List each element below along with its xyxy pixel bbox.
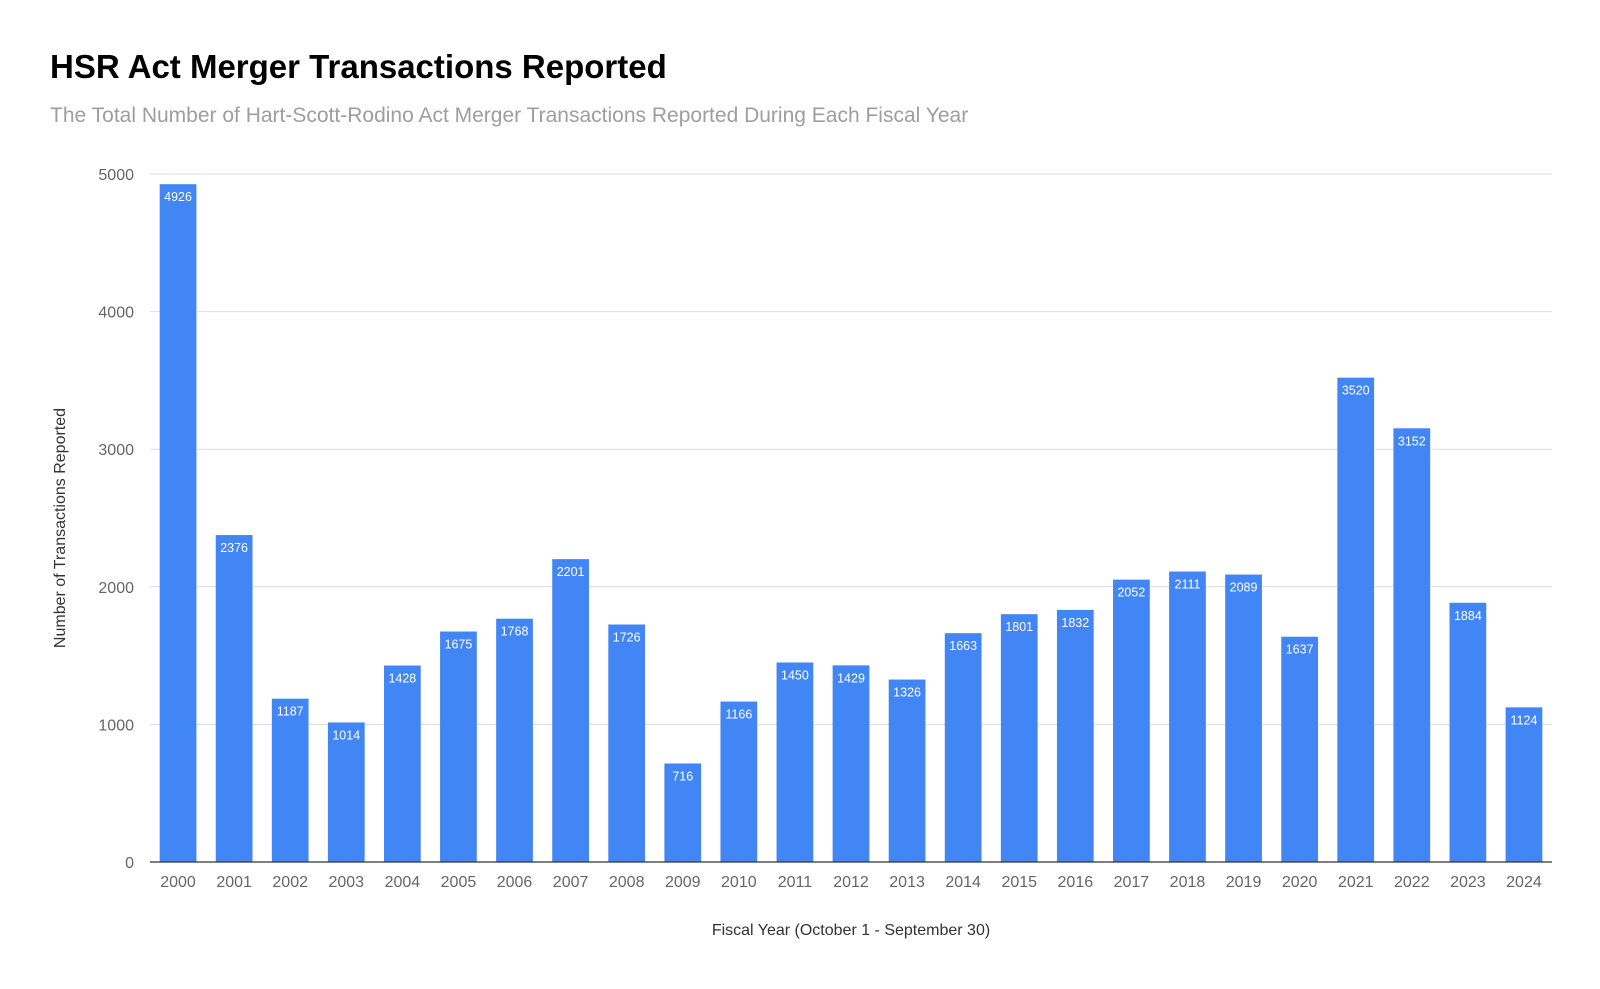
bar-2004 [383, 665, 421, 862]
bar-2010 [720, 701, 758, 862]
bar-2002 [271, 698, 309, 862]
y-tick-label: 2000 [98, 580, 134, 597]
bar-2023 [1449, 602, 1487, 862]
bar-2018 [1169, 571, 1206, 862]
x-tick-label: 2018 [1170, 874, 1206, 891]
data-label-2005: 1675 [445, 638, 473, 652]
x-tick-label: 2016 [1058, 874, 1094, 891]
data-label-2014: 1663 [949, 639, 977, 653]
data-label-2013: 1326 [893, 686, 921, 700]
y-tick-label: 4000 [98, 305, 134, 322]
data-label-2022: 3152 [1398, 434, 1426, 448]
x-tick-label: 2012 [833, 874, 869, 891]
bar-2024 [1505, 707, 1543, 862]
x-tick-label: 2019 [1226, 874, 1262, 891]
bar-2006 [496, 618, 533, 862]
bar-2000 [159, 184, 197, 863]
bar-2020 [1281, 636, 1319, 862]
bar-2022 [1393, 428, 1431, 862]
x-tick-label: 2002 [272, 874, 308, 891]
bar-2017 [1113, 579, 1150, 862]
y-tick-label: 3000 [98, 442, 134, 459]
data-label-2019: 2089 [1230, 581, 1258, 595]
y-axis-title: Number of Transactions Reported [52, 408, 69, 648]
data-labels: 4926 2376 1187 1014 1428 1675 1768 2201 1726 716 1… [164, 190, 1537, 783]
x-tick-label: 2003 [328, 874, 364, 891]
bar-2019 [1225, 574, 1262, 862]
x-tick-label: 2021 [1338, 874, 1374, 891]
x-tick-label: 2001 [216, 874, 252, 891]
data-label-2017: 2052 [1117, 586, 1145, 600]
bar-2008 [608, 624, 646, 862]
bar-2021 [1337, 377, 1375, 862]
x-tick-label: 2005 [441, 874, 477, 891]
data-label-2001: 2376 [220, 541, 248, 555]
x-tick-label: 2000 [160, 874, 196, 891]
data-label-2023: 1884 [1454, 609, 1482, 623]
data-label-2021: 3520 [1342, 384, 1370, 398]
x-tick-label: 2017 [1114, 874, 1150, 891]
chart-title: HSR Act Merger Transactions Reported [50, 48, 667, 85]
data-label-2010: 1166 [725, 708, 752, 722]
y-tick-label: 1000 [98, 717, 134, 734]
x-tick-label: 2004 [385, 874, 421, 891]
data-label-2024: 1124 [1511, 713, 1538, 727]
data-label-2007: 2201 [557, 565, 585, 579]
bar-2003 [327, 722, 365, 862]
data-label-2003: 1014 [332, 728, 360, 742]
y-tick-label: 0 [125, 855, 134, 872]
chart-subtitle: The Total Number of Hart-Scott-Rodino Ac… [50, 104, 969, 127]
bar-2013 [888, 679, 926, 862]
data-label-2016: 1832 [1061, 616, 1089, 630]
bar-2007 [552, 559, 589, 862]
bars [159, 184, 1543, 863]
data-label-2015: 1801 [1005, 620, 1033, 634]
data-label-2002: 1187 [277, 705, 304, 719]
x-tick-label: 2020 [1282, 874, 1318, 891]
bar-2005 [440, 631, 477, 862]
x-tick-label: 2011 [778, 874, 813, 891]
bar-2016 [1056, 609, 1094, 862]
bar-2015 [1000, 614, 1038, 862]
x-tick-label: 2008 [609, 874, 645, 891]
bar-2014 [944, 633, 982, 862]
data-label-2012: 1429 [837, 671, 865, 685]
bar-2001 [215, 535, 253, 862]
x-tick-label: 2013 [889, 874, 925, 891]
data-label-2011: 1450 [781, 668, 809, 682]
x-tick-label: 2007 [553, 874, 589, 891]
data-label-2020: 1637 [1286, 643, 1314, 657]
y-axis-ticks: 0 1000 2000 3000 4000 5000 [98, 167, 134, 872]
x-tick-label: 2015 [1001, 874, 1037, 891]
data-label-2018: 2111 [1175, 578, 1201, 592]
y-tick-label: 5000 [98, 167, 134, 184]
bar-2009 [664, 763, 702, 862]
data-label-2008: 1726 [613, 631, 641, 645]
bar-2012 [832, 665, 870, 862]
x-tick-label: 2023 [1450, 874, 1486, 891]
x-tick-label: 2006 [497, 874, 533, 891]
x-tick-label: 2024 [1506, 874, 1542, 891]
x-tick-label: 2022 [1394, 874, 1430, 891]
x-tick-label: 2010 [721, 874, 757, 891]
data-label-2009: 716 [672, 769, 693, 783]
x-axis-ticks: 2000 2001 2002 2003 2004 2005 2006 2007 2008 2009… [160, 874, 1542, 891]
x-axis-title: Fiscal Year (October 1 - September 30) [712, 922, 990, 939]
data-label-2004: 1428 [388, 672, 416, 686]
bar-2011 [776, 662, 814, 862]
data-label-2006: 1768 [501, 625, 529, 639]
x-tick-label: 2009 [665, 874, 701, 891]
x-tick-label: 2014 [945, 874, 981, 891]
data-label-2000: 4926 [164, 190, 192, 204]
